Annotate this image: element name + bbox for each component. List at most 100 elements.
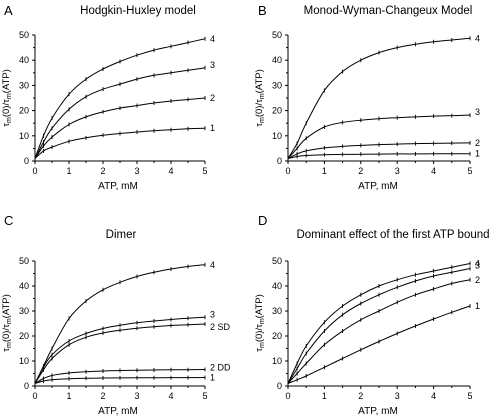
y-label-subscript: m (6, 342, 13, 348)
y-label-tau: τ (1, 348, 12, 352)
y-label-tau: τ (1, 123, 12, 127)
y-tick-label: 50 (272, 256, 282, 266)
x-tick-label: 2 (100, 391, 105, 401)
x-tick-label: 1 (322, 391, 327, 401)
series-line (287, 263, 471, 384)
y-tick-label: 20 (272, 106, 282, 116)
x-tick-label: 0 (285, 166, 290, 176)
series-label: 3 (210, 309, 215, 319)
series-line (34, 97, 206, 159)
series-line (34, 369, 206, 384)
y-tick-label: 40 (272, 55, 282, 65)
panel-letter: D (258, 213, 267, 228)
series-line (287, 268, 471, 384)
y-label-end: (ATP) (1, 294, 12, 318)
series-line (287, 305, 471, 384)
series-line (287, 153, 471, 159)
panel-letter: C (4, 213, 13, 228)
y-tick-label: 0 (24, 156, 29, 166)
y-tick-label: 50 (272, 30, 282, 40)
series-label: 1 (475, 149, 480, 159)
y-label-subscript: m (259, 342, 266, 348)
y-label-subscript: m (6, 318, 13, 324)
x-tick-label: 4 (168, 166, 173, 176)
x-tick-label: 4 (431, 166, 436, 176)
series-line (287, 114, 471, 159)
series-label: 3 (475, 107, 480, 117)
y-tick-label: 10 (19, 131, 29, 141)
series-label: 4 (210, 34, 215, 44)
x-tick-label: 0 (32, 166, 37, 176)
y-label-end: (ATP) (254, 294, 265, 318)
x-tick-label: 5 (467, 391, 472, 401)
y-label-end: (ATP) (254, 69, 265, 93)
series-label: 2 (210, 93, 215, 103)
series-label: 3 (475, 261, 480, 271)
series-line (34, 264, 206, 384)
x-tick-label: 0 (32, 391, 37, 401)
panel-letter: B (258, 3, 267, 18)
y-label-mid: (0)/τ (254, 324, 265, 342)
y-label-subscript: m (6, 117, 13, 123)
series-label: 2 (475, 138, 480, 148)
x-tick-label: 2 (100, 166, 105, 176)
y-tick-label: 0 (24, 381, 29, 391)
x-tick-label: 1 (322, 166, 327, 176)
y-tick-label: 40 (272, 281, 282, 291)
y-tick-label: 50 (19, 256, 29, 266)
y-axis-label: τm(0)/τm(ATP) (254, 69, 266, 127)
x-tick-label: 3 (134, 391, 139, 401)
y-label-subscript: m (259, 117, 266, 123)
y-tick-label: 20 (272, 331, 282, 341)
series-label: 2 (475, 275, 480, 285)
y-label-subscript: m (259, 318, 266, 324)
y-label-mid: (0)/τ (1, 99, 12, 117)
x-tick-label: 2 (358, 166, 363, 176)
x-axis-label: ATP, mM (98, 406, 138, 417)
y-label-end: (ATP) (1, 69, 12, 93)
y-tick-label: 40 (19, 55, 29, 65)
x-tick-label: 3 (395, 166, 400, 176)
x-tick-label: 0 (285, 391, 290, 401)
x-tick-label: 4 (431, 391, 436, 401)
x-tick-label: 3 (395, 391, 400, 401)
y-label-tau: τ (254, 123, 265, 127)
y-tick-label: 10 (272, 131, 282, 141)
y-label-mid: (0)/τ (1, 324, 12, 342)
y-tick-label: 30 (19, 306, 29, 316)
y-tick-label: 40 (19, 281, 29, 291)
series-label: 4 (210, 260, 215, 270)
series-line (34, 323, 206, 384)
y-tick-label: 10 (19, 356, 29, 366)
x-tick-label: 5 (202, 166, 207, 176)
series-line (34, 38, 206, 159)
y-label-subscript: m (6, 93, 13, 99)
series-label: 2 SD (210, 322, 231, 332)
chart-title: Hodgkin-Huxley model (80, 5, 196, 17)
panel-letter: A (4, 3, 13, 18)
x-axis-label: ATP, mM (358, 181, 398, 192)
y-tick-label: 0 (277, 156, 282, 166)
series-label: 1 (210, 373, 215, 383)
series-line (34, 316, 206, 384)
series-label: 1 (475, 301, 480, 311)
x-tick-label: 5 (202, 391, 207, 401)
series-label: 4 (475, 259, 480, 269)
series-label: 3 (210, 60, 215, 70)
y-axis-label: τm(0)/τm(ATP) (1, 294, 13, 352)
chart-panel-d: D Dominant effect of the first ATP bound 0… (254, 213, 490, 417)
x-tick-label: 3 (134, 166, 139, 176)
x-tick-label: 1 (66, 166, 71, 176)
series-label: 4 (475, 33, 480, 43)
y-label-mid: (0)/τ (254, 99, 265, 117)
y-tick-label: 30 (272, 306, 282, 316)
x-tick-label: 1 (66, 391, 71, 401)
chart-title: Dominant effect of the first ATP bound (296, 229, 489, 241)
y-tick-label: 0 (277, 381, 282, 391)
y-label-tau: τ (254, 348, 265, 352)
series-line (287, 279, 471, 384)
